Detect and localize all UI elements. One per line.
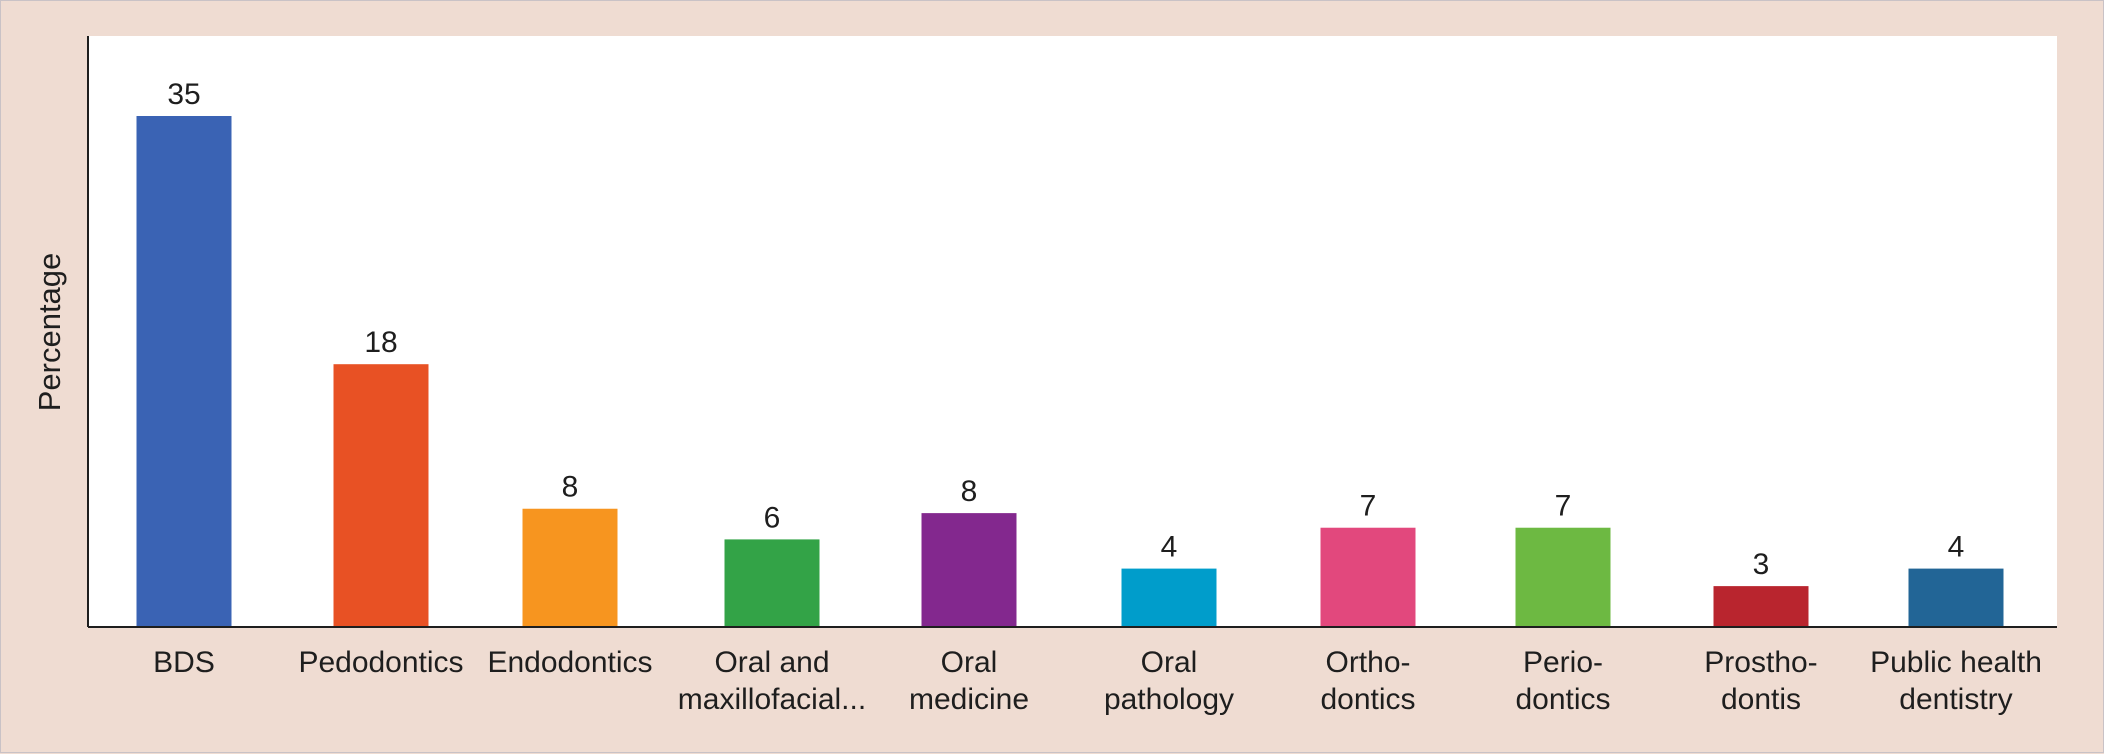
bar-value-label: 4: [1948, 531, 1965, 564]
bar-value-label: 6: [764, 501, 781, 534]
y-axis-title: Percentage: [32, 253, 67, 412]
bar-value-label: 18: [364, 326, 397, 359]
bar-value-label: 4: [1161, 531, 1178, 564]
bar: [1121, 568, 1217, 627]
bar: [1320, 527, 1416, 627]
bar-value-label: 8: [562, 471, 579, 504]
x-tick-label: Ortho-dontics: [1320, 646, 1415, 716]
bar: [1515, 527, 1611, 627]
x-tick-label: Endodontics: [487, 646, 652, 679]
bar: [333, 364, 429, 627]
category-labels-layer: BDS Pedodontics Endodontics Oral and maxillo…: [153, 646, 2042, 716]
bar-value-label: 35: [167, 78, 200, 111]
bar: [136, 116, 232, 627]
x-tick-label: BDS: [153, 646, 215, 679]
bar-value-label: 7: [1555, 490, 1572, 523]
bar: [921, 513, 1017, 627]
bar-value-label: 3: [1753, 548, 1770, 581]
bar: [724, 539, 820, 627]
x-tick-label: Pedodontics: [298, 646, 463, 679]
x-tick-label: Oral pathology: [1104, 646, 1234, 716]
bar: [1908, 568, 2004, 627]
x-tick-label: Oral medicine: [909, 646, 1029, 716]
x-tick-label: Oral and maxillofacial...: [678, 646, 866, 716]
x-tick-label: Perio-dontics: [1515, 646, 1610, 716]
bar: [1713, 586, 1809, 627]
bar-value-label: 8: [961, 475, 978, 508]
bars-layer: [136, 116, 2004, 627]
bar-value-label: 7: [1360, 490, 1377, 523]
value-labels-layer: 35 18 8 6 8 4 7 7 3 4: [167, 78, 1964, 581]
x-tick-label: Public health dentistry: [1870, 646, 2042, 716]
x-tick-label: Prostho-dontis: [1704, 646, 1817, 716]
bar: [522, 508, 618, 627]
